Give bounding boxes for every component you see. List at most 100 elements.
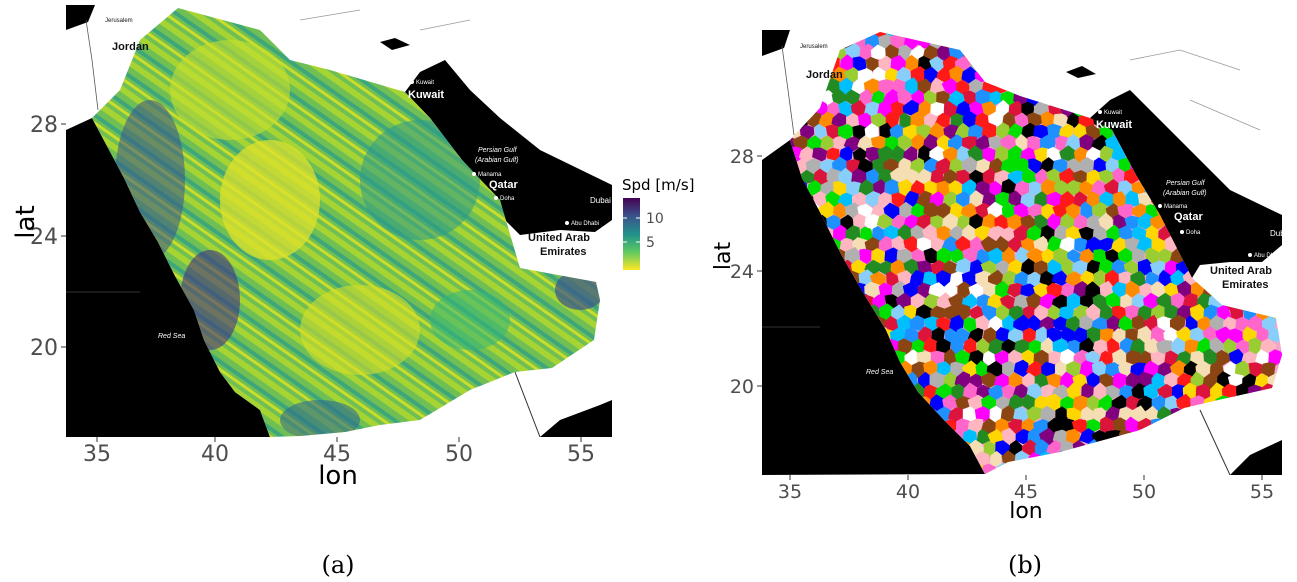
- cluster-cell: [1118, 315, 1134, 332]
- cluster-cell: [1021, 349, 1037, 365]
- cluster-cell: [1052, 270, 1068, 286]
- cluster-cell: [1209, 337, 1224, 355]
- cluster-cell: [870, 44, 888, 60]
- arabian-sea: [540, 400, 612, 437]
- legend-tick-label: 5: [646, 235, 655, 251]
- cluster-cell: [1112, 372, 1128, 391]
- cluster-cell: [858, 179, 875, 197]
- cluster-cell: [897, 338, 914, 356]
- cluster-cell: [1085, 146, 1102, 162]
- cluster-cell: [944, 328, 958, 344]
- cluster-cell: [1080, 406, 1095, 424]
- label-kuwait: Kuwait: [1096, 119, 1132, 131]
- y-tick-label: 24: [30, 225, 58, 250]
- cluster-cell: [1066, 382, 1081, 401]
- cluster-cell: [1085, 281, 1101, 300]
- cluster-cell: [1118, 224, 1133, 243]
- cluster-cell: [897, 134, 913, 151]
- cluster-cell: [807, 179, 823, 196]
- cluster-cell: [1106, 337, 1120, 355]
- cluster-cell: [1118, 361, 1134, 377]
- cluster-cell: [982, 147, 998, 163]
- cluster-cell: [1189, 304, 1205, 321]
- x-tick-label: 35: [83, 442, 111, 467]
- cluster-cell: [1169, 359, 1187, 378]
- cluster-cell: [1104, 362, 1121, 377]
- cluster-cell: [986, 360, 1004, 377]
- x-tick-label: 50: [1132, 481, 1156, 503]
- cluster-cell: [1261, 316, 1277, 332]
- map-a: Jordan Kuwait Kuwait Persian Gulf (Arabi…: [66, 5, 612, 437]
- cluster-cell: [1015, 428, 1030, 445]
- cluster-cell: [1111, 281, 1128, 298]
- cluster-cell: [800, 169, 815, 184]
- cluster-cell: [1125, 372, 1139, 388]
- cluster-cell: [903, 146, 918, 163]
- cluster-cell: [942, 169, 959, 185]
- cluster-cell: [934, 112, 950, 128]
- cluster-cell: [1260, 338, 1277, 354]
- city-dot: [472, 172, 476, 176]
- cluster-cell: [1249, 315, 1264, 332]
- cluster-cell: [981, 213, 998, 229]
- cluster-cell: [850, 100, 867, 118]
- cluster-cell: [845, 89, 861, 107]
- border-line: [1199, 409, 1231, 475]
- cluster-cell: [1040, 337, 1056, 355]
- cluster-cell: [872, 157, 887, 175]
- cluster-cell: [1028, 181, 1042, 197]
- cluster-cell: [962, 111, 979, 130]
- cluster-cell: [821, 135, 834, 151]
- cluster-cell: [996, 122, 1010, 140]
- cluster-cell: [961, 156, 979, 173]
- x-tick-label: 40: [896, 481, 920, 503]
- cluster-cell: [924, 157, 940, 173]
- cluster-cell: [994, 214, 1010, 230]
- x-axis-title: lon: [318, 461, 358, 491]
- x-tick-label: 55: [1250, 481, 1274, 503]
- cluster-cell: [1055, 224, 1068, 242]
- cluster-cell: [902, 99, 919, 117]
- cluster-cell: [1209, 382, 1225, 400]
- cluster-cell: [960, 202, 977, 219]
- cluster-cell: [922, 224, 939, 242]
- cluster-cell: [1132, 226, 1148, 242]
- cluster-cell: [1059, 167, 1076, 185]
- cluster-cell: [929, 56, 946, 71]
- label-kuwait-city: Kuwait: [1104, 110, 1122, 116]
- cluster-cell: [936, 225, 952, 241]
- cluster-cell: [827, 101, 842, 117]
- cluster-cell: [950, 113, 966, 130]
- cluster-cell: [923, 293, 940, 310]
- cluster-cell: [1185, 315, 1199, 332]
- cluster-cell: [916, 237, 933, 252]
- label-red-sea: Red Sea: [866, 369, 893, 376]
- cluster-cell: [923, 202, 940, 219]
- cluster-cell: [1052, 158, 1068, 174]
- legend-a: Spd [m/s] 10 5: [622, 176, 695, 270]
- cluster-cell: [1046, 191, 1064, 208]
- cluster-cell: [844, 67, 861, 83]
- cluster-cell: [1111, 394, 1127, 411]
- cluster-cell: [976, 429, 992, 445]
- cluster-cell: [851, 77, 868, 97]
- cluster-cell: [1117, 247, 1134, 264]
- cluster-cell: [871, 135, 887, 151]
- cluster-cell: [1106, 315, 1121, 333]
- cluster-cell: [904, 327, 920, 343]
- cluster-cell: [1072, 260, 1089, 275]
- cluster-cell: [852, 124, 867, 141]
- cluster-cell: [1189, 327, 1206, 343]
- cluster-cell: [981, 463, 998, 474]
- cluster-cell: [969, 190, 984, 208]
- cluster-cell: [949, 271, 965, 286]
- cluster-cell: [1080, 157, 1096, 175]
- cluster-cell: [897, 89, 912, 106]
- cluster-cell: [904, 77, 920, 95]
- cluster-cell: [1033, 124, 1050, 139]
- cluster-cell: [857, 157, 874, 174]
- persian-gulf: [405, 60, 612, 235]
- cluster-cell: [1066, 112, 1082, 128]
- cluster-cell: [915, 214, 932, 230]
- cluster-cell: [943, 124, 959, 140]
